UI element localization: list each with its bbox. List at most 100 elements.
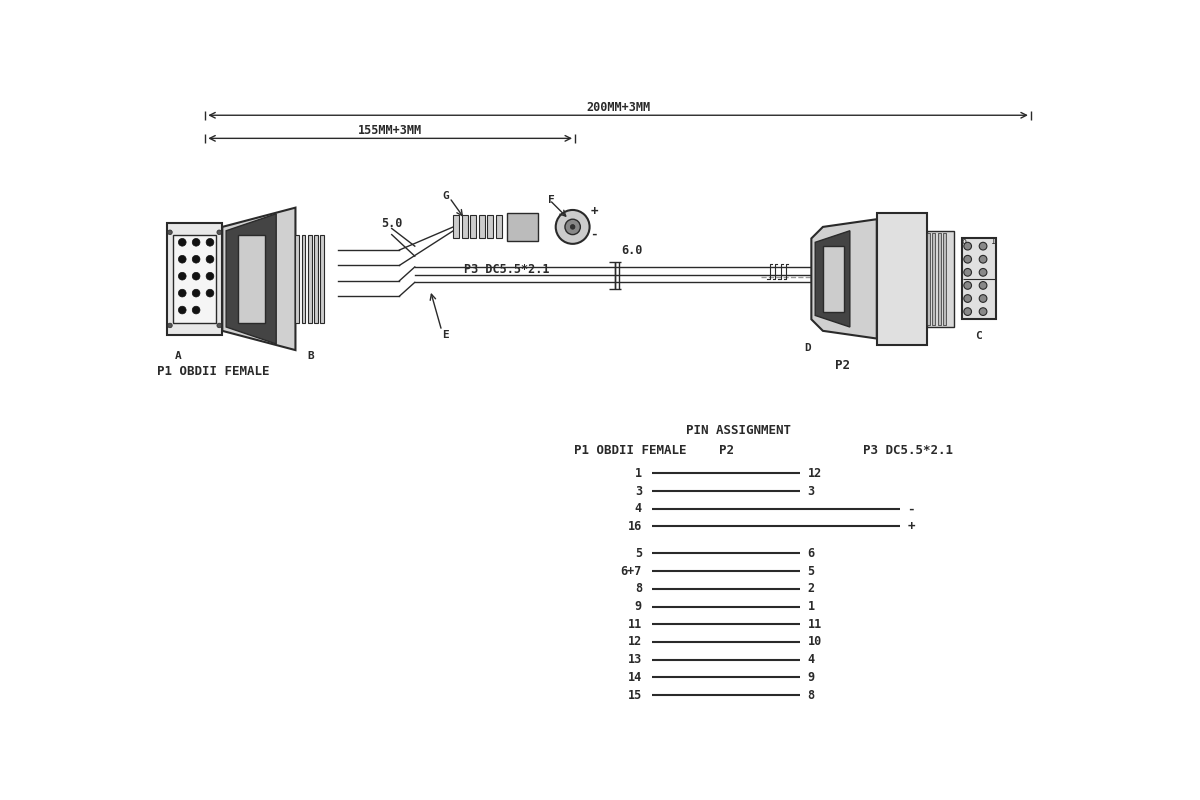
Circle shape bbox=[192, 290, 200, 297]
Polygon shape bbox=[226, 214, 276, 344]
Text: 6: 6 bbox=[808, 547, 815, 560]
Text: C: C bbox=[976, 331, 982, 342]
Text: P3 DC5.5*2.1: P3 DC5.5*2.1 bbox=[464, 262, 550, 276]
Text: 9: 9 bbox=[808, 671, 815, 684]
Bar bbox=[295, 234, 299, 323]
Bar bbox=[937, 233, 941, 325]
Text: 3: 3 bbox=[635, 485, 642, 498]
Text: 9: 9 bbox=[635, 600, 642, 613]
Circle shape bbox=[964, 255, 972, 263]
Bar bbox=[301, 234, 306, 323]
Text: 6.0: 6.0 bbox=[622, 243, 643, 257]
Text: PIN ASSIGNMENT: PIN ASSIGNMENT bbox=[685, 425, 791, 438]
Circle shape bbox=[179, 272, 186, 280]
Text: 13: 13 bbox=[628, 653, 642, 666]
Circle shape bbox=[964, 308, 972, 315]
Circle shape bbox=[979, 308, 986, 315]
Circle shape bbox=[556, 210, 589, 244]
Text: 5: 5 bbox=[635, 547, 642, 560]
Text: 12: 12 bbox=[808, 467, 822, 480]
Text: D: D bbox=[804, 342, 811, 353]
Text: 1: 1 bbox=[991, 237, 996, 246]
Circle shape bbox=[217, 323, 222, 328]
Polygon shape bbox=[815, 230, 850, 327]
Circle shape bbox=[179, 255, 186, 263]
Circle shape bbox=[179, 290, 186, 297]
Circle shape bbox=[192, 272, 200, 280]
Circle shape bbox=[206, 272, 214, 280]
Text: -: - bbox=[590, 228, 598, 241]
Text: 5.0: 5.0 bbox=[382, 217, 402, 230]
Text: 11: 11 bbox=[628, 618, 642, 630]
Circle shape bbox=[979, 242, 986, 250]
Bar bbox=[932, 233, 935, 325]
Bar bbox=[487, 215, 493, 238]
Bar bbox=[454, 215, 460, 238]
Circle shape bbox=[964, 242, 972, 250]
Circle shape bbox=[206, 255, 214, 263]
Text: 5: 5 bbox=[808, 565, 815, 578]
Text: P1 OBDII FEMALE: P1 OBDII FEMALE bbox=[574, 444, 686, 457]
Bar bbox=[479, 215, 485, 238]
Text: 1: 1 bbox=[808, 600, 815, 613]
Bar bbox=[314, 234, 318, 323]
Bar bbox=[926, 233, 930, 325]
Text: E: E bbox=[443, 330, 449, 340]
Circle shape bbox=[979, 282, 986, 290]
Polygon shape bbox=[811, 219, 877, 338]
Text: 155MM+3MM: 155MM+3MM bbox=[358, 124, 422, 137]
Bar bbox=[320, 234, 324, 323]
Circle shape bbox=[168, 323, 173, 328]
Bar bbox=[307, 234, 312, 323]
Text: 8: 8 bbox=[635, 582, 642, 595]
Text: 4: 4 bbox=[808, 653, 815, 666]
Text: P3 DC5.5*2.1: P3 DC5.5*2.1 bbox=[863, 444, 953, 457]
Circle shape bbox=[192, 238, 200, 246]
Text: 8: 8 bbox=[808, 689, 815, 702]
Text: 200MM+3MM: 200MM+3MM bbox=[586, 101, 650, 114]
Circle shape bbox=[565, 219, 581, 234]
Circle shape bbox=[979, 269, 986, 276]
Bar bbox=[877, 213, 926, 345]
Circle shape bbox=[179, 306, 186, 314]
Text: 12: 12 bbox=[628, 635, 642, 649]
Text: P1 OBDII FEMALE: P1 OBDII FEMALE bbox=[157, 365, 269, 378]
Bar bbox=[508, 213, 538, 241]
Text: 6: 6 bbox=[961, 237, 966, 246]
Bar bbox=[496, 215, 502, 238]
Bar bbox=[961, 238, 996, 319]
Circle shape bbox=[206, 290, 214, 297]
Bar bbox=[173, 234, 216, 323]
Circle shape bbox=[206, 238, 214, 246]
Text: 10: 10 bbox=[808, 635, 822, 649]
Bar bbox=[823, 246, 845, 311]
Circle shape bbox=[964, 294, 972, 302]
Text: B: B bbox=[307, 351, 314, 362]
Bar bbox=[943, 233, 946, 325]
Circle shape bbox=[192, 255, 200, 263]
Bar bbox=[470, 215, 476, 238]
Circle shape bbox=[192, 306, 200, 314]
Circle shape bbox=[168, 230, 173, 234]
Bar bbox=[462, 215, 468, 238]
Text: +: + bbox=[907, 520, 916, 533]
Circle shape bbox=[570, 225, 575, 230]
Text: 16: 16 bbox=[628, 520, 642, 533]
Bar bbox=[238, 234, 265, 323]
Text: 6+7: 6+7 bbox=[620, 565, 642, 578]
Text: 14: 14 bbox=[628, 671, 642, 684]
Circle shape bbox=[979, 294, 986, 302]
Text: 1: 1 bbox=[635, 467, 642, 480]
Text: +: + bbox=[590, 205, 598, 218]
Text: 4: 4 bbox=[635, 502, 642, 515]
Circle shape bbox=[964, 282, 972, 290]
Circle shape bbox=[964, 269, 972, 276]
Text: F: F bbox=[547, 195, 554, 205]
Bar bbox=[926, 230, 954, 327]
Text: 15: 15 bbox=[628, 689, 642, 702]
Text: P2: P2 bbox=[719, 444, 734, 457]
Text: 11: 11 bbox=[808, 618, 822, 630]
Text: G: G bbox=[443, 191, 449, 201]
Polygon shape bbox=[222, 208, 295, 350]
Text: -: - bbox=[907, 502, 916, 515]
